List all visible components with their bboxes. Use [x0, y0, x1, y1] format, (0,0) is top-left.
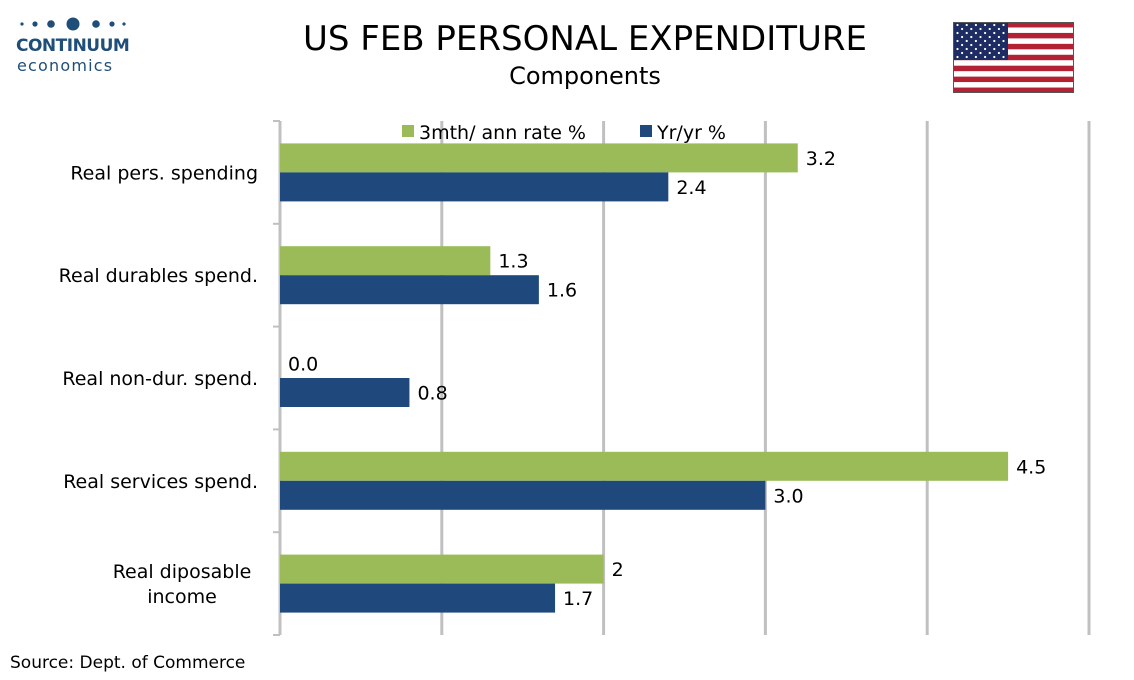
flag-star: [984, 31, 987, 35]
flag-star: [979, 51, 982, 55]
flag-star: [979, 35, 982, 39]
flag-star: [956, 31, 959, 35]
flag-star: [965, 55, 968, 59]
flag-star: [961, 35, 964, 39]
bar-3mth: [280, 451, 1009, 481]
flag-star: [956, 23, 959, 27]
flag-star: [974, 55, 977, 59]
flag-star: [956, 47, 959, 51]
data-label: 0.8: [417, 383, 447, 405]
chart-title: US FEB PERSONAL EXPENDITURE: [302, 19, 867, 59]
flag-star: [974, 31, 977, 35]
flag-stripe: [953, 32, 1074, 39]
flag-star: [997, 27, 1000, 31]
flag-star: [1002, 39, 1005, 43]
flag-star: [988, 35, 991, 39]
flag-star: [974, 23, 977, 27]
flag-star: [993, 55, 996, 59]
legend-label: 3mth/ ann rate %: [419, 122, 586, 144]
flag-stripe: [953, 43, 1074, 50]
data-label: 1.3: [498, 251, 528, 273]
logo-dots-icon: [20, 17, 126, 31]
flag-star: [970, 43, 973, 47]
legend-swatch: [640, 125, 652, 137]
flag-star: [979, 27, 982, 31]
us-flag-icon: [953, 22, 1074, 93]
flag-star: [961, 27, 964, 31]
flag-star: [984, 39, 987, 43]
flag-star: [965, 23, 968, 27]
bar-3mth: [280, 554, 604, 584]
category-label: Real pers. spending: [70, 162, 258, 184]
flag-star: [1002, 47, 1005, 51]
logo-brand-name: CONTINUUM: [16, 36, 130, 56]
flag-star: [993, 47, 996, 51]
flag-star: [970, 27, 973, 31]
flag-star: [984, 23, 987, 27]
data-label: 4.5: [1016, 456, 1046, 478]
data-label: 3.0: [773, 485, 803, 507]
flag-star: [988, 27, 991, 31]
flag-star: [961, 51, 964, 55]
flag-star: [1002, 55, 1005, 59]
flag-star: [974, 47, 977, 51]
flag-star: [974, 39, 977, 43]
flag-stripe: [953, 22, 1074, 28]
category-label: Real services spend.: [63, 471, 258, 493]
legend-swatch: [402, 125, 414, 137]
data-label: 1.7: [563, 588, 593, 610]
category-label: Real non-dur. spend.: [62, 368, 258, 390]
bar-yoy: [280, 583, 556, 613]
flag-stripe: [953, 76, 1074, 83]
flag-star: [984, 47, 987, 51]
flag-star: [988, 51, 991, 55]
chart-subtitle: Components: [509, 62, 661, 90]
flag-star: [988, 43, 991, 47]
logo-brand-sub: economics: [17, 56, 114, 75]
flag-star: [956, 39, 959, 43]
continuum-logo: CONTINUUM economics: [12, 12, 132, 75]
flag-star: [979, 43, 982, 47]
flag-star: [965, 31, 968, 35]
bar-yoy: [280, 275, 539, 305]
data-label: 2.4: [676, 177, 706, 199]
data-label: 3.2: [806, 148, 836, 170]
flag-star: [961, 43, 964, 47]
flag-star: [965, 47, 968, 51]
flag-star: [993, 39, 996, 43]
flag-star: [1002, 23, 1005, 27]
flag-star: [956, 55, 959, 59]
flag-star: [993, 23, 996, 27]
data-label: 1.6: [547, 280, 577, 302]
flag-stripe: [953, 87, 1074, 93]
bar-yoy: [280, 378, 410, 407]
category-label: Real diposable: [113, 561, 252, 583]
flag-star: [997, 51, 1000, 55]
category-label: Real durables spend.: [59, 265, 258, 287]
flag-stripe: [953, 65, 1074, 72]
bar-3mth: [280, 143, 798, 173]
flag-stripe: [953, 54, 1074, 61]
flag-star: [984, 55, 987, 59]
flag-star: [997, 43, 1000, 47]
data-label: 2: [612, 559, 624, 581]
flag-star: [1002, 31, 1005, 35]
flag-star: [997, 35, 1000, 39]
bar-yoy: [280, 480, 766, 510]
bar-3mth: [280, 246, 491, 276]
source-note: Source: Dept. of Commerce: [10, 653, 246, 673]
flag-star: [965, 39, 968, 43]
data-label: 0.0: [288, 354, 318, 376]
flag-star: [993, 31, 996, 35]
category-label: income: [147, 586, 217, 608]
bar-yoy: [280, 172, 669, 202]
flag-star: [970, 51, 973, 55]
flag-star: [970, 35, 973, 39]
legend-label: Yr/yr %: [656, 122, 726, 144]
